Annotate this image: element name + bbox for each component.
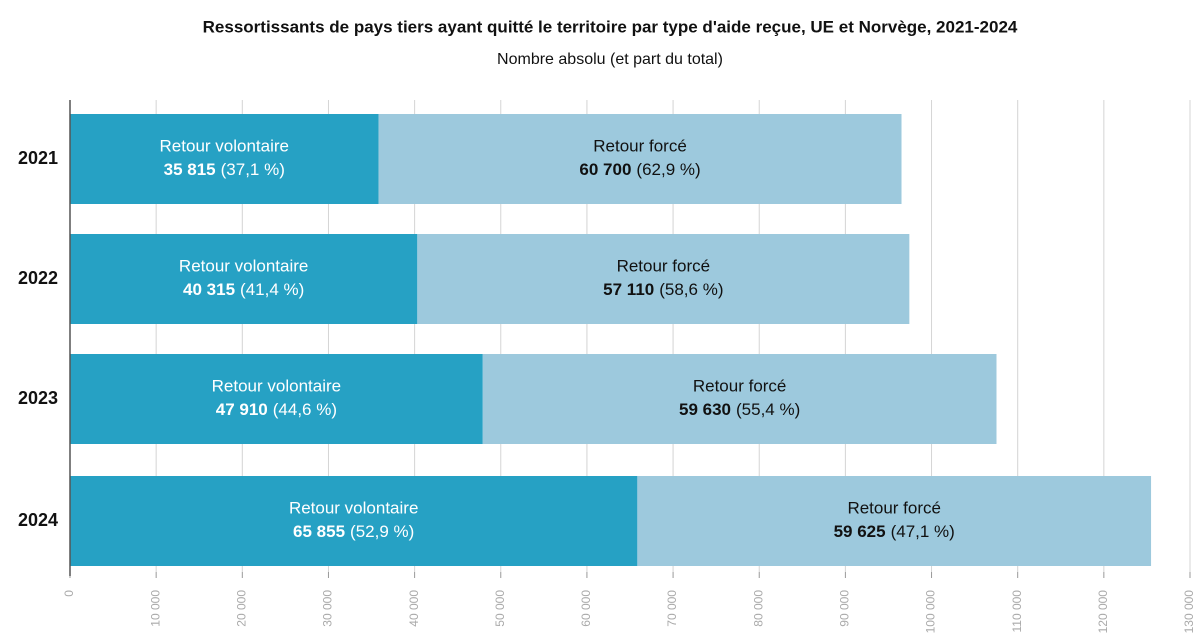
share-label: (52,9 %) bbox=[350, 522, 414, 541]
bar-segment bbox=[70, 354, 483, 444]
bar-segment bbox=[70, 476, 638, 566]
share-label: (55,4 %) bbox=[736, 400, 800, 419]
share-label: (44,6 %) bbox=[273, 400, 337, 419]
y-tick-label: 2024 bbox=[18, 510, 58, 530]
x-tick-label: 30 000 bbox=[321, 590, 335, 627]
bar-segment bbox=[378, 114, 902, 204]
value-label: 40 315 bbox=[183, 280, 235, 299]
chart-title: Ressortissants de pays tiers ayant quitt… bbox=[203, 17, 1018, 36]
x-tick-label: 50 000 bbox=[493, 590, 507, 627]
bar-segment bbox=[637, 476, 1152, 566]
data-label: 59 630 (55,4 %) bbox=[679, 400, 800, 419]
value-label: 60 700 bbox=[579, 160, 631, 179]
y-tick-label: 2023 bbox=[18, 388, 58, 408]
value-label: 35 815 bbox=[164, 160, 216, 179]
x-tick-label: 40 000 bbox=[407, 590, 421, 627]
data-label: 60 700 (62,9 %) bbox=[579, 160, 700, 179]
bar-segment bbox=[482, 354, 997, 444]
segment-name: Retour forcé bbox=[593, 136, 687, 155]
segment-name: Retour forcé bbox=[617, 256, 711, 275]
data-label: 40 315 (41,4 %) bbox=[183, 280, 304, 299]
x-tick-label: 0 bbox=[62, 590, 76, 597]
bar-segment bbox=[70, 114, 379, 204]
data-label: 65 855 (52,9 %) bbox=[293, 522, 414, 541]
bar-segment bbox=[417, 234, 910, 324]
segment-name: Retour forcé bbox=[693, 376, 787, 395]
x-tick-label: 100 000 bbox=[924, 590, 938, 634]
x-tick-label: 20 000 bbox=[234, 590, 248, 627]
value-label: 65 855 bbox=[293, 522, 345, 541]
data-label: 59 625 (47,1 %) bbox=[834, 522, 955, 541]
segment-name: Retour volontaire bbox=[179, 256, 308, 275]
x-tick-label: 130 000 bbox=[1182, 590, 1196, 634]
data-label: 35 815 (37,1 %) bbox=[164, 160, 285, 179]
segment-name: Retour forcé bbox=[847, 498, 941, 517]
data-label: 47 910 (44,6 %) bbox=[216, 400, 337, 419]
x-tick-label: 70 000 bbox=[665, 590, 679, 627]
y-tick-label: 2022 bbox=[18, 268, 58, 288]
data-label: 57 110 (58,6 %) bbox=[603, 280, 723, 299]
chart-subtitle: Nombre absolu (et part du total) bbox=[497, 51, 723, 68]
share-label: (37,1 %) bbox=[221, 160, 285, 179]
value-label: 59 625 bbox=[834, 522, 886, 541]
x-tick-label: 110 000 bbox=[1010, 590, 1024, 633]
value-label: 57 110 bbox=[603, 280, 654, 299]
value-label: 59 630 bbox=[679, 400, 731, 419]
value-label: 47 910 bbox=[216, 400, 268, 419]
x-tick-label: 80 000 bbox=[751, 590, 765, 627]
x-tick-label: 10 000 bbox=[148, 590, 162, 627]
segment-name: Retour volontaire bbox=[212, 376, 341, 395]
segment-name: Retour volontaire bbox=[160, 136, 289, 155]
segment-name: Retour volontaire bbox=[289, 498, 418, 517]
x-tick-label: 120 000 bbox=[1096, 590, 1110, 634]
share-label: (62,9 %) bbox=[636, 160, 700, 179]
x-tick-label: 90 000 bbox=[838, 590, 852, 627]
share-label: (41,4 %) bbox=[240, 280, 304, 299]
share-label: (58,6 %) bbox=[659, 280, 723, 299]
y-tick-label: 2021 bbox=[18, 148, 58, 168]
x-tick-label: 60 000 bbox=[579, 590, 593, 627]
bar-segment bbox=[70, 234, 418, 324]
share-label: (47,1 %) bbox=[891, 522, 955, 541]
